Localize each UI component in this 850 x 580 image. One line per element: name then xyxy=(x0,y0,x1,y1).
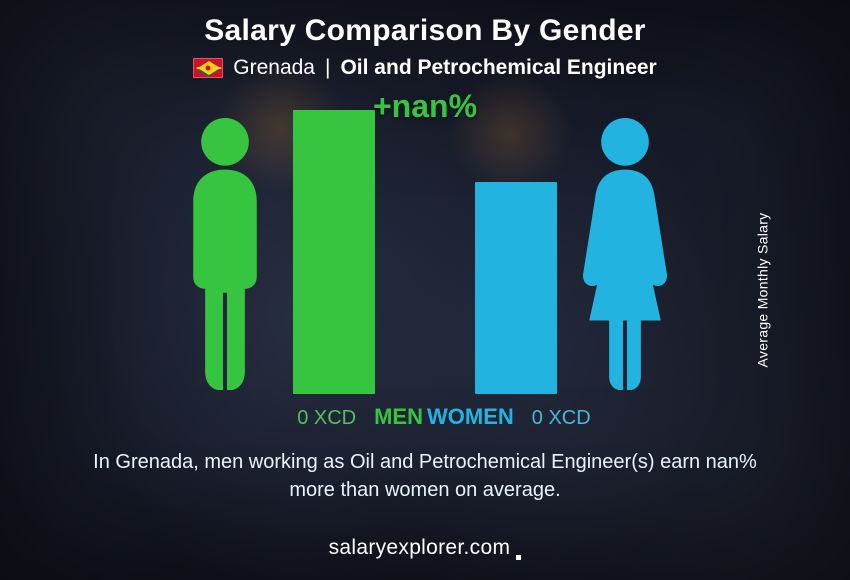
women-side: WOMEN 0 XCD xyxy=(425,94,725,430)
footer-cursor-icon xyxy=(516,555,521,560)
men-salary-value: 0 XCD xyxy=(297,407,356,430)
footer-source: salaryexplorer.com xyxy=(0,536,850,560)
man-icon xyxy=(175,116,275,394)
women-bar xyxy=(475,182,557,394)
subtitle-row: Grenada | Oil and Petrochemical Engineer xyxy=(193,56,656,80)
men-bar xyxy=(293,110,375,394)
percent-diff-label: +nan% xyxy=(373,88,477,125)
caption-text: In Grenada, men working as Oil and Petro… xyxy=(85,448,765,504)
men-label: MEN xyxy=(374,404,423,430)
women-salary-value: 0 XCD xyxy=(532,407,591,430)
grenada-flag-icon xyxy=(193,58,223,78)
men-side: 0 XCD MEN xyxy=(125,94,425,430)
country-label: Grenada xyxy=(233,56,315,80)
separator: | xyxy=(325,56,330,80)
footer-text: salaryexplorer.com xyxy=(329,536,511,559)
content-container: Salary Comparison By Gender Grenada | Oi… xyxy=(0,0,850,580)
occupation-label: Oil and Petrochemical Engineer xyxy=(340,56,656,80)
y-axis-label: Average Monthly Salary xyxy=(755,213,771,368)
page-title: Salary Comparison By Gender xyxy=(204,14,646,48)
woman-icon xyxy=(575,116,675,394)
women-label: WOMEN xyxy=(427,404,514,430)
chart-area: +nan% 0 XCD MEN xyxy=(115,90,735,430)
